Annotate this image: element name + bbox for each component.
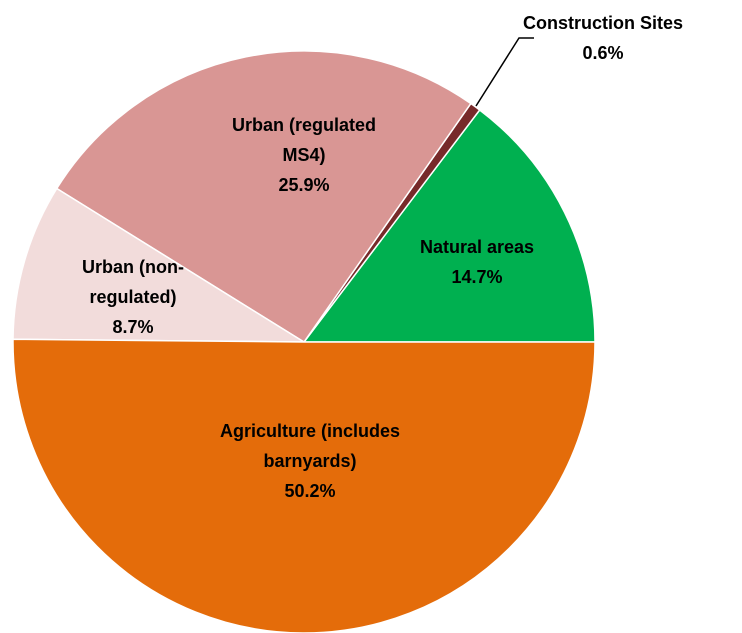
slice-label: Natural areas 14.7% xyxy=(377,232,577,292)
slice-label: Agriculture (includes barnyards) 50.2% xyxy=(190,416,430,506)
slice-name: Urban (regulated MS4) xyxy=(231,115,377,165)
slice-name: Construction Sites xyxy=(522,13,683,33)
slice-name: Urban (non-regulated) xyxy=(82,257,184,307)
slice-value: 25.9% xyxy=(278,175,330,195)
pie-slice xyxy=(55,50,472,344)
slice-name: Natural areas xyxy=(419,237,535,257)
pie-slice xyxy=(302,108,596,343)
slice-label: Construction Sites 0.6% xyxy=(483,8,723,68)
slice-label: Urban (regulated MS4) 25.9% xyxy=(219,110,389,200)
slice-value: 8.7% xyxy=(112,317,154,337)
slice-name: Agriculture (includes barnyards) xyxy=(219,421,401,471)
slice-value: 14.7% xyxy=(451,267,503,287)
leader-line xyxy=(475,37,534,107)
slice-value: 0.6% xyxy=(582,43,624,63)
slice-label: Urban (non-regulated) 8.7% xyxy=(53,252,213,342)
slice-value: 50.2% xyxy=(284,481,336,501)
pie-slice xyxy=(12,187,307,343)
